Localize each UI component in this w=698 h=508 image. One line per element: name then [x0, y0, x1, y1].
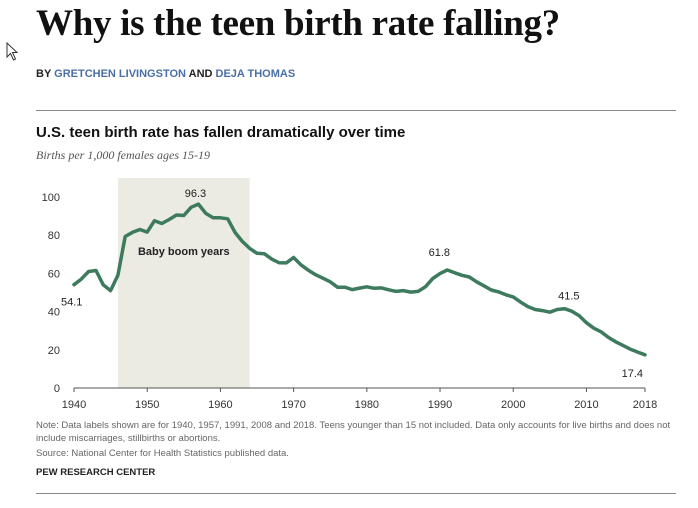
mouse-cursor-icon — [6, 42, 19, 61]
x-tick-label: 1960 — [208, 399, 232, 411]
x-tick-label: 1990 — [428, 399, 452, 411]
y-tick-label: 40 — [48, 307, 60, 319]
data-label: 54.1 — [61, 297, 82, 309]
chart-subtitle: Births per 1,000 females ages 15-19 — [36, 148, 210, 162]
byline-by: BY — [36, 68, 52, 80]
baby-boom-label: Baby boom years — [138, 246, 230, 258]
x-tick-label: 1950 — [135, 399, 159, 411]
y-tick-label: 0 — [54, 383, 60, 395]
article-headline: Why is the teen birth rate falling? — [36, 3, 560, 44]
organization-credit: PEW RESEARCH CENTER — [36, 467, 156, 478]
chart-source: Source: National Center for Health Stati… — [36, 448, 289, 459]
birth-rate-series-line — [72, 202, 647, 357]
x-tick-label: 2018 — [633, 399, 657, 411]
author-link-deja-thomas[interactable]: DEJA THOMAS — [215, 68, 296, 80]
data-label: 17.4 — [622, 368, 643, 380]
data-label: 61.8 — [429, 247, 450, 259]
byline: BY GRETCHEN LIVINGSTON AND DEJA THOMAS — [36, 68, 295, 80]
bottom-divider — [36, 493, 676, 494]
byline-and: AND — [188, 68, 213, 80]
data-label: 96.3 — [185, 188, 206, 200]
top-divider — [36, 110, 676, 111]
x-tick-label: 2000 — [501, 399, 525, 411]
x-tick-label: 1980 — [355, 399, 379, 411]
y-tick-label: 100 — [42, 192, 60, 204]
y-tick-label: 80 — [48, 230, 60, 242]
x-tick-label: 2010 — [574, 399, 598, 411]
x-tick-label: 1940 — [62, 399, 86, 411]
teen-birth-rate-chart: Baby boom years 0 20 40 60 80 100 1940 1950 1960 1… — [42, 178, 657, 411]
author-link-gretchen-livingston[interactable]: GRETCHEN LIVINGSTON — [54, 68, 186, 80]
y-tick-label: 20 — [48, 345, 60, 357]
data-label: 41.5 — [558, 291, 579, 303]
baby-boom-shaded-region — [117, 178, 250, 388]
x-tick-label: 1970 — [281, 399, 305, 411]
chart-title: U.S. teen birth rate has fallen dramatic… — [36, 124, 406, 141]
y-tick-label: 60 — [48, 268, 60, 280]
chart-note: Note: Data labels shown are for 1940, 19… — [36, 420, 671, 444]
